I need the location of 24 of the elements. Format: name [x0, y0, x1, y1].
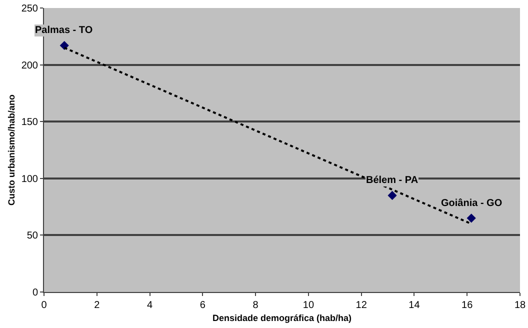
x-axis-title: Densidade demográfica (hab/ha) [212, 312, 352, 323]
x-tick-label: 4 [147, 300, 153, 311]
y-tick-label: 150 [21, 117, 38, 128]
x-tick-label: 12 [356, 300, 368, 311]
x-tick-label: 10 [302, 300, 314, 311]
x-tick-label: 16 [462, 300, 474, 311]
annotation: Palmas - TO [35, 25, 93, 36]
annotation: Bélem - PA [366, 175, 418, 186]
y-tick-label: 50 [26, 230, 38, 242]
x-tick-label: 6 [200, 300, 206, 311]
y-axis-title: Custo urbanismo/hab/ano [6, 94, 17, 206]
y-tick-label: 200 [21, 60, 38, 72]
point [466, 214, 476, 223]
y-tick-label: 250 [21, 4, 38, 14]
point [60, 40, 69, 50]
x-tick-label: 14 [408, 300, 420, 311]
x-tick-label: 2 [94, 300, 100, 311]
x-tick-label: 18 [514, 300, 526, 311]
y-tick-label: 0 [32, 288, 38, 298]
point [388, 190, 397, 200]
x-tick-label: 8 [252, 300, 259, 311]
x-tick-label: 0 [41, 300, 48, 311]
y-tick-label: 100 [21, 174, 38, 185]
annotation: Goiânia - GO [441, 198, 502, 209]
